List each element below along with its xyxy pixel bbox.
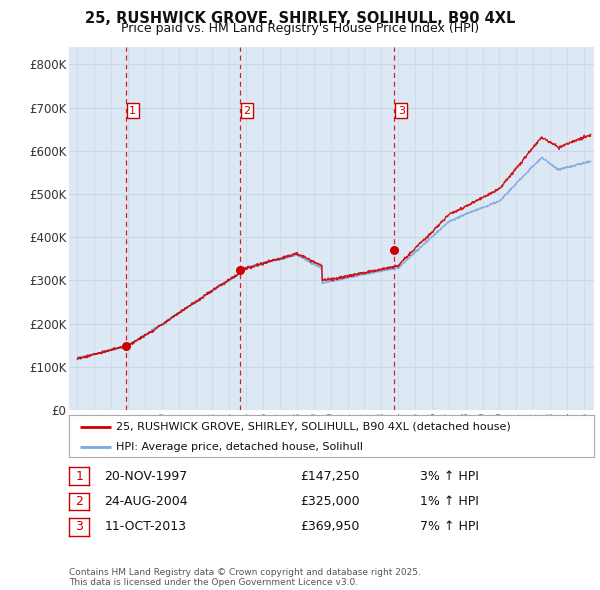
Text: HPI: Average price, detached house, Solihull: HPI: Average price, detached house, Soli… (116, 442, 363, 451)
Text: 11-OCT-2013: 11-OCT-2013 (104, 520, 187, 533)
Text: Price paid vs. HM Land Registry's House Price Index (HPI): Price paid vs. HM Land Registry's House … (121, 22, 479, 35)
Text: £147,250: £147,250 (300, 470, 359, 483)
Text: £325,000: £325,000 (300, 495, 359, 508)
Text: 20-NOV-1997: 20-NOV-1997 (104, 470, 188, 483)
Text: 2: 2 (75, 495, 83, 508)
Text: Contains HM Land Registry data © Crown copyright and database right 2025.: Contains HM Land Registry data © Crown c… (69, 568, 421, 577)
Text: This data is licensed under the Open Government Licence v3.0.: This data is licensed under the Open Gov… (69, 578, 358, 587)
Text: 7% ↑ HPI: 7% ↑ HPI (420, 520, 479, 533)
Text: 3% ↑ HPI: 3% ↑ HPI (420, 470, 479, 483)
Text: 3: 3 (75, 520, 83, 533)
Text: £369,950: £369,950 (300, 520, 359, 533)
Text: 3: 3 (398, 106, 405, 116)
Text: 1: 1 (75, 470, 83, 483)
Text: 24-AUG-2004: 24-AUG-2004 (104, 495, 188, 508)
Text: 25, RUSHWICK GROVE, SHIRLEY, SOLIHULL, B90 4XL: 25, RUSHWICK GROVE, SHIRLEY, SOLIHULL, B… (85, 11, 515, 25)
Text: 25, RUSHWICK GROVE, SHIRLEY, SOLIHULL, B90 4XL (detached house): 25, RUSHWICK GROVE, SHIRLEY, SOLIHULL, B… (116, 422, 511, 432)
Text: 1% ↑ HPI: 1% ↑ HPI (420, 495, 479, 508)
Text: 2: 2 (244, 106, 250, 116)
Text: 1: 1 (130, 106, 136, 116)
